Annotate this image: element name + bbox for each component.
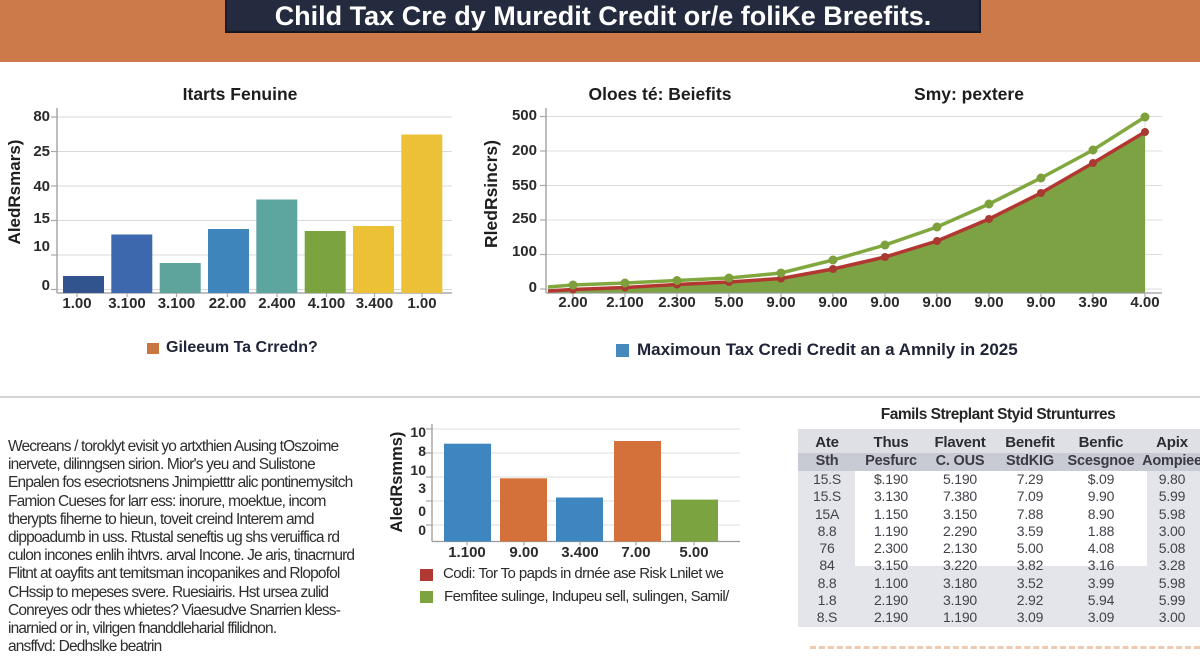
svg-text:22.00: 22.00 — [209, 295, 247, 312]
svg-text:9.00: 9.00 — [766, 294, 795, 311]
svg-text:Codi: Tor To papds in drnée as: Codi: Tor To papds in drnée ase Risk Lni… — [443, 565, 724, 582]
svg-text:8: 8 — [418, 443, 426, 459]
svg-text:2.300: 2.300 — [658, 294, 696, 311]
svg-text:7.00: 7.00 — [621, 544, 650, 561]
svg-text:5.00: 5.00 — [714, 294, 743, 311]
svg-text:200: 200 — [512, 142, 537, 159]
svg-text:9.00: 9.00 — [922, 294, 951, 311]
svg-text:AledRsmms): AledRsmms) — [388, 432, 406, 533]
svg-text:9.00: 9.00 — [509, 544, 538, 561]
svg-text:10: 10 — [410, 462, 426, 478]
svg-text:0: 0 — [418, 522, 426, 538]
svg-text:4.100: 4.100 — [308, 295, 346, 312]
svg-text:5.00: 5.00 — [679, 544, 708, 561]
svg-text:2.100: 2.100 — [606, 294, 644, 311]
svg-text:10: 10 — [410, 424, 426, 440]
svg-text:100: 100 — [512, 243, 537, 260]
svg-text:3.400: 3.400 — [561, 544, 599, 561]
svg-text:550: 550 — [512, 177, 537, 194]
svg-text:3.100: 3.100 — [158, 295, 196, 312]
svg-text:40: 40 — [33, 178, 50, 195]
svg-text:9.00: 9.00 — [1026, 294, 1055, 311]
svg-text:0: 0 — [42, 277, 50, 294]
svg-text:3.90: 3.90 — [1078, 294, 1107, 311]
svg-text:9.00: 9.00 — [818, 294, 847, 311]
svg-text:4.00: 4.00 — [1130, 294, 1159, 311]
svg-text:10: 10 — [33, 238, 50, 255]
svg-text:2.00: 2.00 — [558, 294, 587, 311]
svg-text:1.00: 1.00 — [62, 295, 91, 312]
svg-text:2.400: 2.400 — [258, 295, 296, 312]
svg-text:9.00: 9.00 — [974, 294, 1003, 311]
svg-text:Femfitee sulinge, Indupeu sell: Femfitee sulinge, Indupeu sell, sulingen… — [444, 588, 730, 605]
svg-text:1.00: 1.00 — [407, 295, 436, 312]
svg-text:25: 25 — [33, 143, 50, 160]
svg-text:0: 0 — [529, 279, 537, 296]
svg-text:9.00: 9.00 — [870, 294, 899, 311]
svg-text:80: 80 — [33, 108, 50, 125]
svg-text:1.100: 1.100 — [448, 544, 486, 561]
svg-text:500: 500 — [512, 107, 537, 124]
svg-text:RledRsincrs): RledRsincrs) — [481, 140, 501, 248]
svg-text:AledRsmars): AledRsmars) — [5, 140, 24, 245]
svg-text:3.100: 3.100 — [108, 295, 146, 312]
svg-text:15: 15 — [33, 210, 50, 227]
svg-text:0: 0 — [418, 503, 426, 519]
svg-text:3: 3 — [418, 480, 426, 496]
svg-text:250: 250 — [512, 210, 537, 227]
svg-text:3.400: 3.400 — [356, 295, 394, 312]
